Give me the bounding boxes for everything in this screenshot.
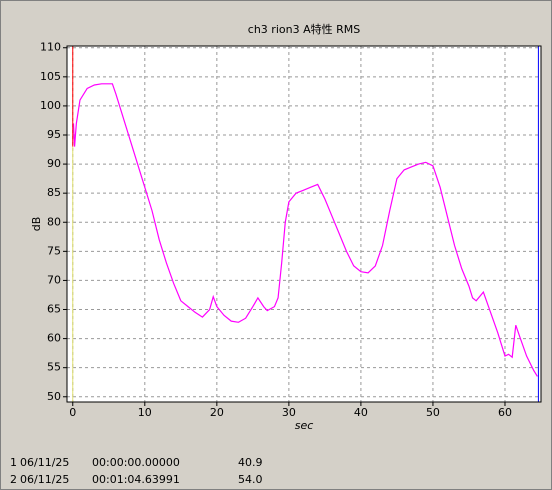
y-tick-label: 65 [47, 303, 61, 316]
cursor-date: 06/11/25 [20, 473, 69, 486]
y-tick-label: 85 [47, 186, 61, 199]
x-tick-label: 40 [354, 406, 368, 419]
y-tick-label: 105 [40, 70, 61, 83]
chart-title: ch3 rion3 A特性 RMS [248, 22, 360, 36]
cursor-index: 1 [10, 456, 17, 469]
y-tick-label: 95 [47, 128, 61, 141]
y-tick-label: 90 [47, 157, 61, 170]
y-tick-label: 75 [47, 244, 61, 257]
plot-area [67, 46, 541, 402]
x-tick-label: 30 [282, 406, 296, 419]
y-tick-label: 50 [47, 390, 61, 403]
x-tick-label: 20 [210, 406, 224, 419]
y-tick-label: 60 [47, 332, 61, 345]
x-tick-label: 10 [138, 406, 152, 419]
cursor-readout: 1 06/11/25 00:00:00.00000 40.9 2 06/11/25 00:0… [10, 456, 263, 486]
cursor-time: 00:01:04.63991 [92, 473, 180, 486]
cursor-time: 00:00:00.00000 [92, 456, 180, 469]
y-tick-label: 80 [47, 215, 61, 228]
x-tick-label: 0 [69, 406, 76, 419]
y-tick-label: 70 [47, 273, 61, 286]
x-axis-label: sec [295, 419, 314, 432]
y-axis-label: dB [30, 217, 43, 232]
cursor-value: 54.0 [238, 473, 263, 486]
cursor-index: 2 [10, 473, 17, 486]
plot-frame [66, 45, 542, 403]
y-tick-label: 110 [40, 41, 61, 54]
cursor-value: 40.9 [238, 456, 263, 469]
cursor-date: 06/11/25 [20, 456, 69, 469]
y-tick-label: 55 [47, 361, 61, 374]
x-tick-label: 50 [426, 406, 440, 419]
x-tick-label: 60 [498, 406, 512, 419]
y-tick-label: 100 [40, 99, 61, 112]
data-line [72, 83, 538, 377]
